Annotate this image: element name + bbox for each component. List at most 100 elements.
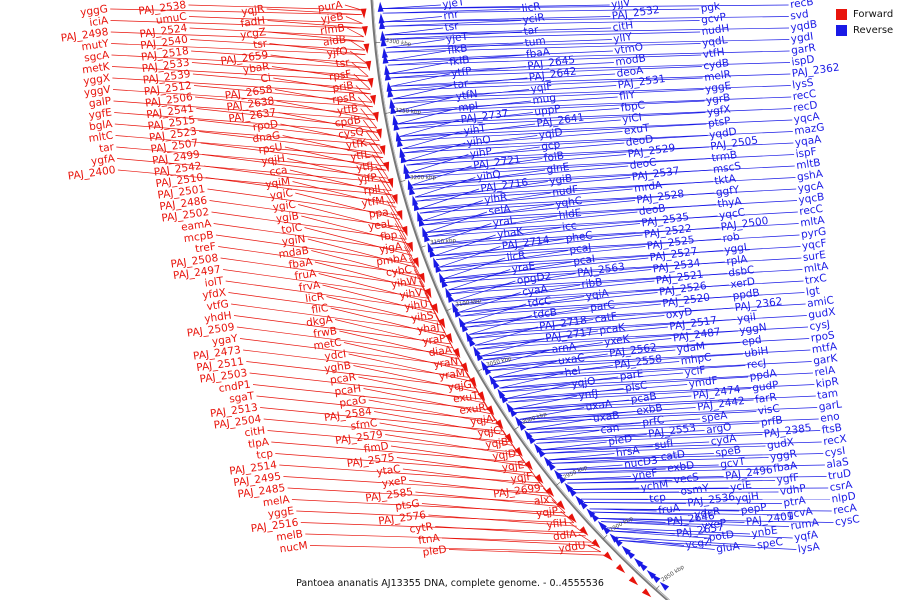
reverse-gene-label: ynbE (751, 524, 779, 540)
label-leader-line (112, 89, 373, 108)
label-leader-line (396, 457, 536, 477)
reverse-gene-label: lysS (792, 77, 815, 92)
label-leader-line (343, 342, 465, 371)
label-leader-line (392, 85, 452, 100)
label-leader-line (430, 223, 799, 245)
forward-gene-label: melA (262, 493, 291, 509)
label-leader-line (421, 503, 569, 517)
forward-gene-label: yqjF (510, 471, 533, 486)
reverse-gene-label: fliY (618, 89, 636, 103)
label-leader-line (260, 407, 503, 432)
label-leader-line (270, 54, 368, 69)
forward-gene-label: cca (269, 164, 288, 178)
reverse-gene-label: exbB (636, 402, 664, 418)
forward-gene-label: yggE (267, 505, 295, 521)
ruler-tick-mark (514, 426, 519, 430)
label-leader-line (228, 292, 440, 322)
forward-gene-label: exuR (459, 402, 487, 418)
forward-gene-label: fbp (380, 229, 399, 243)
reverse-gene-label: vdhP (779, 482, 806, 497)
forward-gene-label: yqjG (447, 379, 472, 394)
forward-gene-label: yhdH (204, 310, 233, 326)
label-leader-line (439, 246, 801, 268)
label-leader-line (382, 8, 700, 14)
label-leader-line (501, 376, 619, 393)
label-leader-line (495, 365, 613, 382)
label-leader-line (390, 211, 407, 240)
reverse-gene-label: ynfJ (578, 387, 599, 402)
reverse-gene-label: mpI (457, 100, 478, 115)
label-leader-line (298, 204, 404, 232)
reverse-gene-label: recA (832, 502, 858, 517)
forward-gene-label: cpdB (334, 114, 362, 130)
label-leader-line (541, 441, 710, 451)
reverse-gene-label: yihQ (476, 168, 501, 183)
label-leader-line (423, 204, 717, 226)
reverse-gene-label: amiC (806, 294, 834, 310)
reverse-gene-feature (386, 81, 393, 92)
reverse-gene-label: cysJ (809, 318, 831, 333)
label-leader-line (434, 234, 800, 257)
forward-gene-label: exuT (452, 390, 480, 406)
forward-gene-feature (615, 564, 626, 574)
label-leader-line (111, 54, 368, 69)
forward-gene-label: rpoD (252, 118, 279, 133)
reverse-gene-label: pcaI (572, 253, 595, 268)
label-leader-line (404, 246, 420, 276)
label-leader-line (477, 330, 738, 350)
reverse-gene-label: yihO (466, 134, 491, 149)
label-leader-line (502, 430, 518, 453)
reverse-gene-label: cysI (824, 445, 846, 460)
label-leader-line (383, 16, 442, 23)
label-leader-line (556, 464, 623, 471)
forward-gene-label: pcaH (334, 383, 362, 399)
reverse-gene-feature (473, 346, 481, 357)
forward-gene-feature (477, 391, 486, 402)
label-leader-line (256, 395, 496, 421)
label-leader-line (390, 73, 791, 87)
forward-gene-label: ycgZ (240, 26, 267, 41)
label-leader-line (426, 211, 798, 233)
label-leader-line (526, 418, 592, 430)
reverse-gene-label: speA (701, 409, 729, 425)
label-leader-line (619, 540, 797, 550)
reverse-gene-label: selA (488, 203, 512, 218)
legend-item-forward: Forward (836, 6, 893, 22)
forward-gene-label: ytfK (345, 137, 368, 152)
reverse-gene-label: yraE (511, 260, 536, 275)
label-leader-line (499, 372, 814, 389)
label-leader-line (508, 388, 751, 403)
label-leader-line (353, 365, 478, 393)
label-leader-line (416, 181, 713, 202)
forward-gene-label: yraM (438, 367, 465, 383)
label-leader-line (225, 280, 435, 311)
forward-gene-label: mltC (88, 130, 114, 145)
forward-gene-feature (445, 333, 453, 344)
reverse-gene-label: vtfH (702, 46, 725, 61)
label-leader-line (383, 20, 700, 27)
forward-gene-label: tlpA (247, 436, 270, 451)
reverse-gene-label: ygcA (797, 179, 825, 195)
reverse-gene-label: fbpC (620, 99, 646, 114)
label-leader-line (239, 338, 463, 367)
reverse-gene-label: exbD (666, 459, 695, 475)
forward-gene-label: yddU (558, 540, 587, 556)
label-leader-line (448, 269, 652, 291)
reverse-gene-label: yqiF (530, 81, 553, 96)
reverse-gene-label: dsbC (728, 264, 756, 280)
forward-gene-label: ddlA (552, 528, 578, 543)
reverse-gene-label: tdcC (527, 295, 552, 310)
reverse-gene-label: sufI (654, 437, 674, 452)
label-leader-line (493, 361, 557, 378)
forward-gene-feature (556, 500, 566, 510)
label-leader-line (399, 119, 621, 137)
genome-backbone-arc (370, 0, 670, 600)
reverse-gene-label: garR (790, 42, 816, 57)
reverse-gene-label: surE (802, 249, 827, 264)
reverse-gene-label: ubiH (744, 345, 770, 360)
label-leader-line (556, 464, 825, 471)
reverse-gene-label: gcvP (700, 11, 726, 26)
reverse-gene-feature (423, 231, 431, 243)
ruler-tick-mark (655, 585, 660, 590)
forward-gene-label: pmbA (375, 252, 408, 268)
